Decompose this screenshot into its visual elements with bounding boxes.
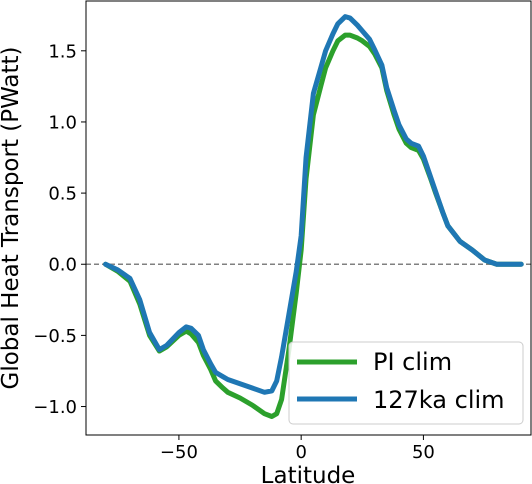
x-axis-ticks: −50 0 50 (160, 435, 435, 463)
legend-label-127ka-clim: 127ka clim (373, 386, 505, 414)
x-axis-label: Latitude (261, 463, 356, 484)
y-tick-label: −0.5 (33, 326, 77, 347)
y-tick-label: 0.5 (48, 184, 77, 205)
series-layer (103, 14, 524, 419)
y-tick-label: −1.0 (33, 397, 77, 418)
x-tick-label: −50 (160, 442, 198, 463)
y-tick-label: 1.0 (48, 112, 77, 133)
plot-frame (85, 0, 532, 436)
x-tick-label: 50 (412, 442, 435, 463)
y-axis-label: Global Heat Transport (PWatt) (0, 46, 24, 389)
legend: PI clim 127ka clim (288, 341, 524, 425)
legend-label-pi-clim: PI clim (373, 348, 452, 376)
y-axis-ticks: −1.0 −0.5 0.0 0.5 1.0 1.5 (33, 41, 86, 418)
series-line-127ka-clim (103, 14, 524, 395)
y-tick-label: 1.5 (48, 41, 77, 62)
x-tick-label: 0 (295, 442, 306, 463)
y-tick-label: 0.0 (48, 255, 77, 276)
